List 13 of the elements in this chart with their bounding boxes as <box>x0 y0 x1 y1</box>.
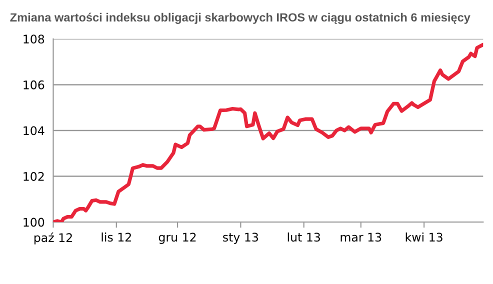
x-tick-label: lut 13 <box>288 232 320 242</box>
x-tick-label: mar 13 <box>340 232 382 242</box>
y-tick-label: 100 <box>24 218 44 227</box>
y-tick-label: 106 <box>24 80 44 90</box>
x-tick-label: sty 13 <box>223 232 258 244</box>
x-tick-label: lis 12 <box>102 232 131 242</box>
y-tick-label: 104 <box>24 126 44 136</box>
y-tick-label: 108 <box>24 34 44 44</box>
x-tick-label: gru 12 <box>158 232 196 244</box>
chart-title: Zmiana wartości indeksu obligacji skarbowych IROS w ciągu ostatnich 6 miesięcy <box>10 12 470 24</box>
y-tick-label: 102 <box>24 172 44 181</box>
x-tick-label: paź 12 <box>34 232 72 244</box>
x-tick-label: kwi 13 <box>406 232 442 242</box>
